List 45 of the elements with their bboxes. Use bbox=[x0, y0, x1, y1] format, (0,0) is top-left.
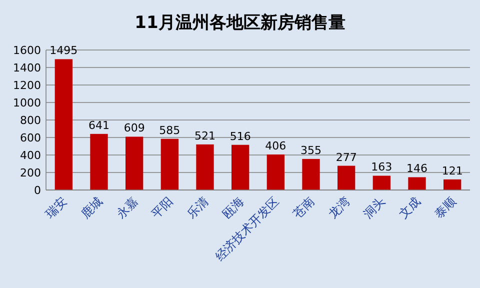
data-label: 585 bbox=[159, 124, 180, 137]
x-tick-label: 泰顺 bbox=[432, 194, 458, 222]
x-tick-label: 龙湾 bbox=[326, 194, 352, 222]
bar bbox=[444, 179, 462, 190]
y-tick-label: 400 bbox=[20, 149, 41, 162]
x-tick-label: 文成 bbox=[396, 194, 424, 222]
bar bbox=[160, 138, 178, 190]
data-label: 406 bbox=[265, 139, 286, 152]
data-label: 1495 bbox=[50, 44, 78, 58]
data-label: 521 bbox=[194, 129, 216, 142]
x-tick-label: 苍南 bbox=[290, 194, 318, 222]
bar bbox=[54, 59, 72, 190]
y-tick-label: 200 bbox=[20, 166, 41, 180]
x-tick-label: 乐清 bbox=[184, 194, 212, 222]
x-tick-label: 洞头 bbox=[360, 194, 388, 222]
data-label: 609 bbox=[124, 122, 145, 135]
y-tick-label: 0 bbox=[34, 184, 41, 197]
y-tick-label: 1600 bbox=[13, 44, 41, 57]
data-label: 121 bbox=[442, 164, 463, 178]
y-tick-label: 1200 bbox=[13, 79, 41, 92]
bar bbox=[338, 166, 356, 190]
data-label: 641 bbox=[88, 118, 110, 132]
data-label: 163 bbox=[371, 160, 392, 174]
bar bbox=[408, 177, 426, 190]
bar bbox=[196, 144, 214, 190]
data-label: 516 bbox=[230, 130, 251, 143]
x-tick-label: 鹿城 bbox=[78, 194, 106, 222]
bar bbox=[232, 144, 250, 190]
chart-title: 11月温州各地区新房销售量 bbox=[134, 13, 346, 33]
data-label: 355 bbox=[300, 144, 322, 157]
data-label: 146 bbox=[406, 162, 428, 176]
y-tick-label: 1400 bbox=[13, 62, 41, 74]
bar bbox=[90, 134, 108, 190]
bar bbox=[372, 176, 390, 190]
bar bbox=[126, 136, 144, 190]
y-tick-label: 800 bbox=[20, 114, 41, 127]
x-tick-label: 永嘉 bbox=[114, 194, 140, 222]
x-tick-label: 瑞安 bbox=[42, 194, 70, 222]
y-tick-label: 600 bbox=[20, 132, 41, 144]
y-tick-label: 1000 bbox=[13, 96, 41, 110]
bar bbox=[266, 154, 284, 190]
x-tick-label: 平阳 bbox=[148, 194, 176, 222]
bar bbox=[302, 158, 320, 190]
x-tick-label: 瓯海 bbox=[220, 194, 246, 222]
data-label: 277 bbox=[336, 150, 357, 164]
